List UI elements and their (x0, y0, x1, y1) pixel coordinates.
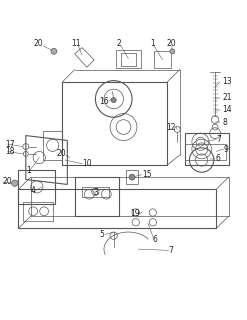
Text: 9: 9 (224, 145, 228, 154)
Text: 6: 6 (153, 235, 158, 244)
Text: 3: 3 (93, 188, 98, 197)
Text: 2: 2 (116, 39, 121, 49)
Text: 21: 21 (222, 93, 232, 102)
Text: 12: 12 (166, 123, 176, 132)
Text: 19: 19 (130, 209, 139, 218)
Circle shape (129, 174, 135, 180)
Text: 15: 15 (142, 170, 151, 179)
Text: 4: 4 (31, 186, 36, 195)
Text: 20: 20 (57, 149, 66, 158)
Text: 10: 10 (82, 159, 92, 168)
Text: 13: 13 (222, 77, 232, 86)
Circle shape (170, 49, 175, 54)
Text: 16: 16 (99, 97, 109, 106)
Text: 6: 6 (215, 154, 220, 163)
Circle shape (51, 48, 57, 54)
Circle shape (12, 180, 18, 186)
Circle shape (111, 98, 116, 103)
Text: 20: 20 (33, 39, 43, 49)
Text: 8: 8 (222, 118, 227, 127)
Text: 7: 7 (216, 135, 221, 144)
Text: 7: 7 (169, 246, 174, 255)
Text: 1: 1 (150, 39, 155, 49)
Text: 18: 18 (5, 147, 15, 156)
Text: 1: 1 (26, 166, 31, 175)
Text: 14: 14 (222, 105, 232, 115)
Text: 11: 11 (71, 39, 81, 49)
Text: 5: 5 (99, 230, 104, 239)
Text: 20: 20 (3, 178, 12, 187)
Text: 17: 17 (5, 140, 15, 148)
Text: 20: 20 (166, 39, 176, 49)
